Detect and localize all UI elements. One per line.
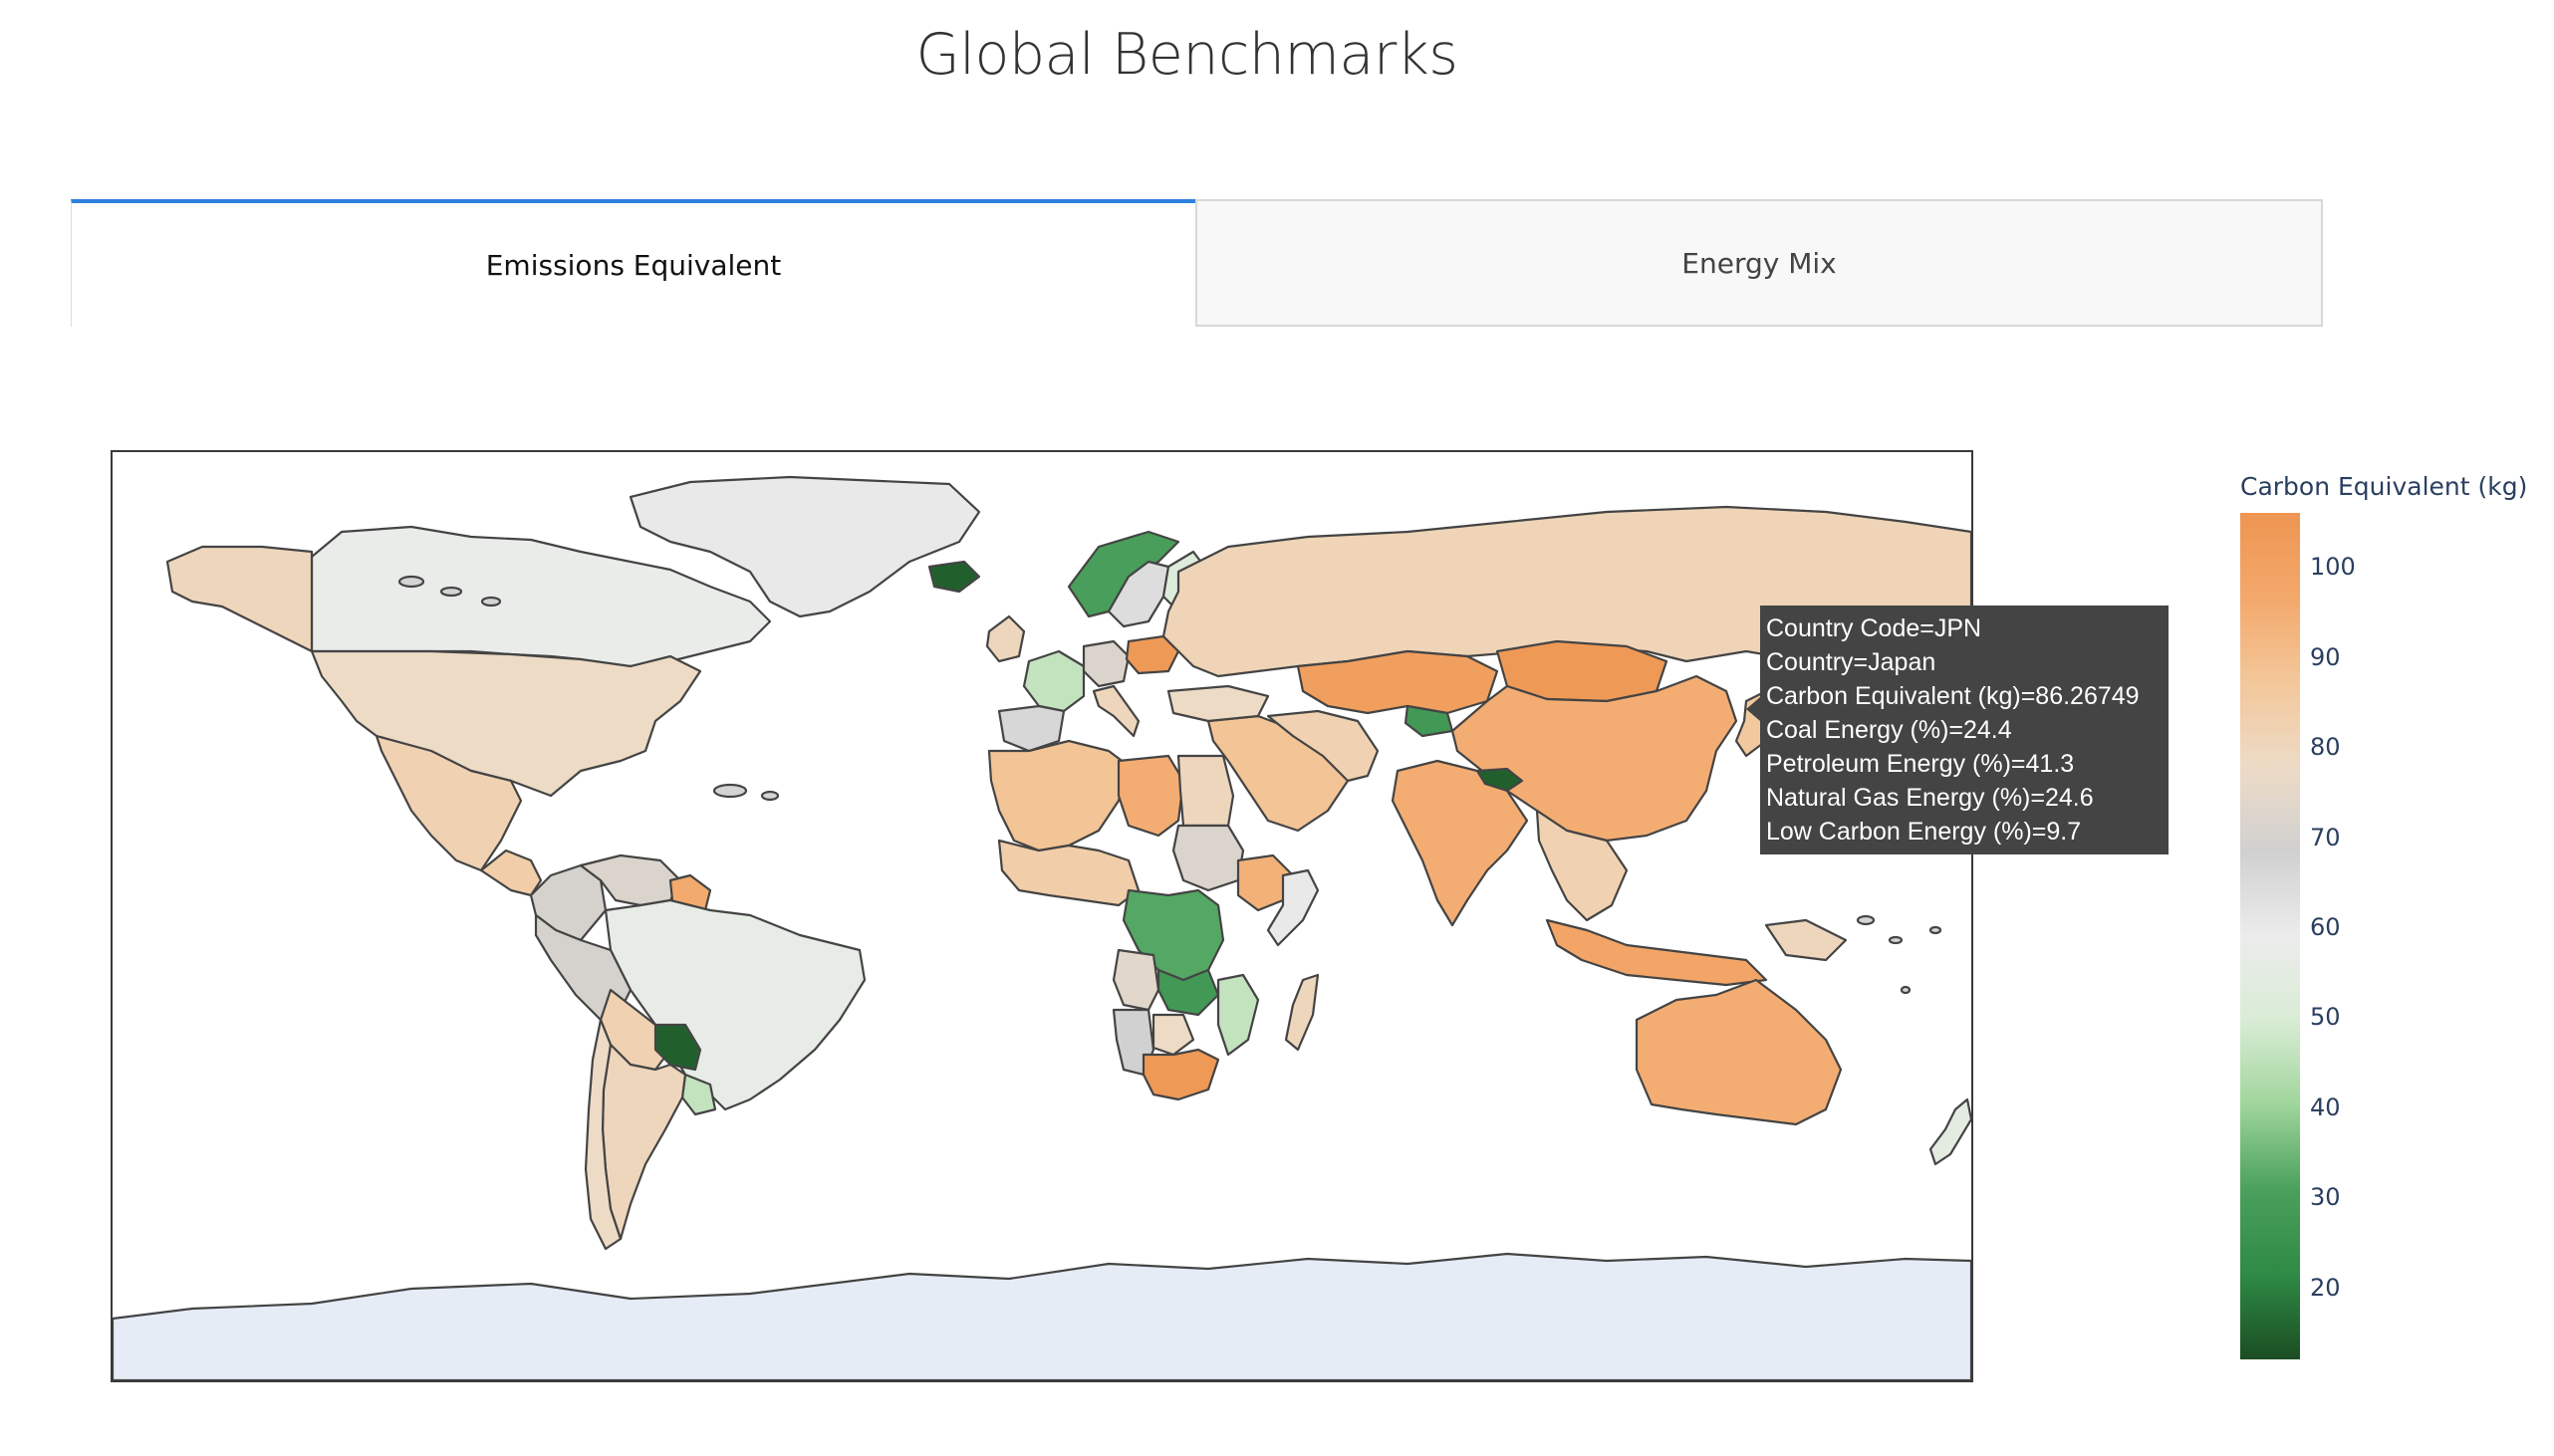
tab-energy-mix[interactable]: Energy Mix [1195, 199, 2323, 327]
region-germany[interactable] [1082, 639, 1131, 688]
tooltip-line: Country=Japan [1766, 648, 1936, 676]
region-north-africa[interactable] [987, 739, 1131, 852]
colorbar-tick-label: 100 [2310, 553, 2356, 582]
region-zambia[interactable] [1156, 968, 1220, 1017]
region-iceland[interactable] [927, 560, 981, 594]
region-alaska[interactable] [165, 545, 314, 653]
region-united-states[interactable] [310, 649, 702, 798]
region-madagascar[interactable] [1284, 973, 1320, 1052]
tab-emissions-equivalent[interactable]: Emissions Equivalent [71, 199, 1195, 327]
region-norway[interactable] [1067, 530, 1180, 618]
region-new-zealand[interactable] [1928, 1097, 1971, 1166]
colorbar-gradient [2240, 513, 2300, 1359]
region-chile[interactable] [584, 1018, 623, 1251]
region-central-america[interactable] [479, 849, 543, 897]
region-botswana[interactable] [1151, 1013, 1195, 1057]
region-somalia[interactable] [1266, 868, 1320, 947]
island-shape[interactable] [439, 586, 463, 598]
region-turkey[interactable] [1166, 684, 1270, 723]
region-argentina[interactable] [601, 1043, 687, 1241]
tooltip-line: Low Carbon Energy (%)=9.7 [1766, 818, 2082, 846]
region-sudan[interactable] [1171, 824, 1245, 892]
region-spain[interactable] [997, 704, 1066, 753]
hover-tooltip: Country Code=JPN Country=Japan Carbon Eq… [1760, 606, 2169, 854]
tooltip-line: Country Code=JPN [1766, 614, 1982, 642]
colorbar-tick-label: 70 [2310, 823, 2341, 851]
page-title: Global Benchmarks [915, 22, 1458, 88]
region-kazakhstan[interactable] [1296, 649, 1499, 715]
colorbar-title: Carbon Equivalent (kg) [2240, 472, 2528, 501]
region-indonesia[interactable] [1545, 918, 1768, 987]
region-nepal[interactable] [1475, 767, 1524, 793]
region-italy[interactable] [1092, 684, 1141, 738]
colorbar-tick-label: 30 [2310, 1183, 2341, 1212]
tooltip-line: Natural Gas Energy (%)=24.6 [1766, 784, 2094, 812]
colorbar-tick-label: 20 [2310, 1273, 2341, 1302]
region-southeast-asia[interactable] [1535, 809, 1629, 922]
colorbar-tick-label: 40 [2310, 1092, 2341, 1121]
region-china[interactable] [1450, 674, 1738, 843]
region-angola[interactable] [1112, 948, 1160, 1012]
island-shape[interactable] [480, 596, 502, 607]
island-shape[interactable] [1856, 914, 1876, 926]
island-shape[interactable] [1900, 985, 1912, 995]
region-iran[interactable] [1266, 709, 1380, 783]
region-papua-new-guinea[interactable] [1764, 918, 1848, 962]
colorbar-tick-label: 50 [2310, 1003, 2341, 1032]
island-shape[interactable] [1888, 935, 1904, 945]
tooltip-line: Carbon Equivalent (kg)=86.26749 [1766, 682, 2140, 710]
map-canvas[interactable] [113, 452, 1971, 1380]
region-kyrgyzstan[interactable] [1404, 704, 1454, 738]
tooltip-line: Coal Energy (%)=24.4 [1766, 716, 2012, 744]
world-choropleth-map[interactable] [111, 450, 1973, 1382]
colorbar-tick-label: 60 [2310, 912, 2341, 941]
region-egypt[interactable] [1176, 754, 1235, 828]
island-shape[interactable] [712, 783, 748, 799]
region-paraguay[interactable] [653, 1023, 702, 1072]
colorbar-tick-label: 90 [2310, 642, 2341, 671]
region-antarctica[interactable] [113, 1252, 1971, 1380]
tooltip-line: Petroleum Energy (%)=41.3 [1766, 750, 2075, 778]
region-united-kingdom[interactable] [985, 614, 1026, 663]
region-australia[interactable] [1635, 978, 1843, 1126]
island-shape[interactable] [760, 790, 780, 802]
region-libya[interactable] [1117, 754, 1185, 838]
region-south-africa[interactable] [1142, 1048, 1220, 1101]
tooltip-pointer [1746, 697, 1760, 721]
region-west-africa[interactable] [997, 839, 1141, 907]
region-france[interactable] [1022, 649, 1086, 713]
tab-bar: Emissions Equivalent Energy Mix [71, 199, 2323, 329]
island-shape[interactable] [397, 575, 425, 589]
colorbar-tick-label: 80 [2310, 733, 2341, 762]
region-greenland[interactable] [629, 475, 981, 618]
island-shape[interactable] [1928, 925, 1942, 935]
region-mozambique[interactable] [1216, 973, 1260, 1057]
